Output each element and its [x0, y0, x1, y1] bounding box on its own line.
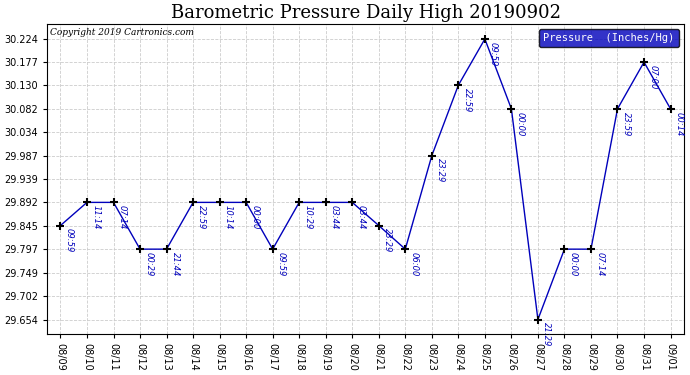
Text: 09:59: 09:59: [65, 228, 74, 253]
Text: Copyright 2019 Cartronics.com: Copyright 2019 Cartronics.com: [50, 28, 195, 38]
Text: 10:29: 10:29: [304, 205, 313, 230]
Text: 00:00: 00:00: [515, 112, 524, 136]
Text: 09:59: 09:59: [489, 42, 498, 66]
Text: 22:59: 22:59: [197, 205, 206, 230]
Text: 23:59: 23:59: [622, 112, 631, 136]
Text: 11:14: 11:14: [91, 205, 100, 230]
Text: 10:14: 10:14: [224, 205, 233, 230]
Text: 06:00: 06:00: [409, 252, 418, 276]
Text: 00:00: 00:00: [250, 205, 259, 230]
Text: 23:29: 23:29: [383, 228, 392, 253]
Text: 22:59: 22:59: [462, 88, 471, 112]
Text: 07:14: 07:14: [118, 205, 127, 230]
Text: 00:00: 00:00: [569, 252, 578, 276]
Text: 21:29: 21:29: [542, 322, 551, 346]
Legend: Pressure  (Inches/Hg): Pressure (Inches/Hg): [539, 29, 678, 47]
Title: Barometric Pressure Daily High 20190902: Barometric Pressure Daily High 20190902: [170, 4, 560, 22]
Text: 09:59: 09:59: [277, 252, 286, 276]
Text: 21:44: 21:44: [170, 252, 179, 276]
Text: 07:14: 07:14: [595, 252, 604, 276]
Text: 23:29: 23:29: [436, 158, 445, 183]
Text: 00:14: 00:14: [675, 112, 684, 136]
Text: 00:29: 00:29: [144, 252, 153, 276]
Text: 03:44: 03:44: [357, 205, 366, 230]
Text: 07:00: 07:00: [648, 65, 657, 89]
Text: 03:44: 03:44: [330, 205, 339, 230]
